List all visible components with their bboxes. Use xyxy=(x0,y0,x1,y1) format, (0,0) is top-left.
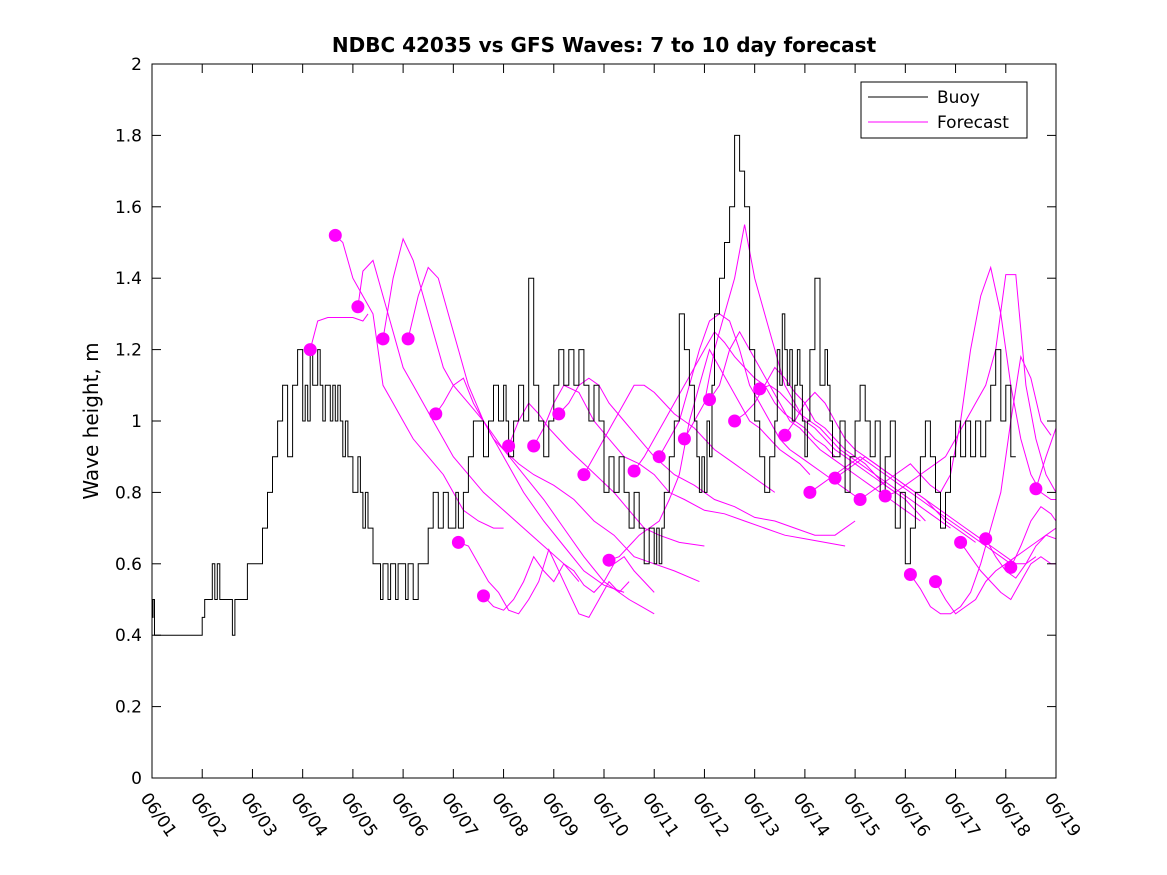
forecast-marker-14 xyxy=(627,464,641,478)
forecast-marker-9 xyxy=(502,439,516,453)
forecast-marker-27 xyxy=(954,535,968,549)
plot-area xyxy=(152,134,1057,636)
forecast-marker-29 xyxy=(1004,560,1018,574)
forecast-marker-4 xyxy=(376,332,390,346)
forecast-run-line-22 xyxy=(834,456,1037,565)
forecast-marker-23 xyxy=(853,493,867,506)
forecast-marker-30 xyxy=(1029,482,1043,496)
forecast-run-line-4 xyxy=(382,237,625,593)
forecast-marker-26 xyxy=(929,575,942,589)
y-tick-label-8: 1.6 xyxy=(115,198,142,218)
chart-title: NDBC 42035 vs GFS Waves: 7 to 10 day for… xyxy=(332,33,877,57)
forecast-marker-7 xyxy=(451,535,465,549)
y-axis-label: Wave height, m xyxy=(79,342,103,499)
legend-forecast-label: Forecast xyxy=(937,113,1009,133)
forecast-marker-22 xyxy=(828,471,842,485)
forecast-marker-24 xyxy=(878,489,892,503)
forecast-marker-25 xyxy=(903,568,917,581)
forecast-marker-15 xyxy=(652,450,666,464)
y-tick-label-0: 0 xyxy=(131,769,142,789)
forecast-marker-5 xyxy=(401,332,415,346)
forecast-run-line-7 xyxy=(458,541,630,619)
forecast-run-line-14 xyxy=(633,330,836,472)
forecast-marker-17 xyxy=(703,393,716,407)
forecast-run-line-24 xyxy=(885,274,1057,497)
y-tick-label-10: 2 xyxy=(131,55,142,75)
forecast-run-line-6 xyxy=(435,377,700,583)
forecast-marker-2 xyxy=(328,228,342,242)
forecast-run-line-26 xyxy=(935,527,1057,615)
forecast-marker-21 xyxy=(803,485,817,499)
y-tick-label-2: 0.4 xyxy=(115,626,142,646)
forecast-run-line-1 xyxy=(309,313,369,350)
y-tick-label-9: 1.8 xyxy=(115,126,142,146)
forecast-marker-18 xyxy=(728,414,742,428)
forecast-run-line-8 xyxy=(483,555,655,611)
forecast-run-line-27 xyxy=(960,542,1056,601)
forecast-marker-13 xyxy=(602,553,616,567)
forecast-run-line-18 xyxy=(734,366,926,522)
y-tick-label-7: 1.4 xyxy=(115,269,142,289)
forecast-run-line-3 xyxy=(357,259,580,582)
forecast-run-line-13 xyxy=(608,348,811,561)
y-tick-label-3: 0.6 xyxy=(115,555,142,575)
forecast-run-line-28 xyxy=(985,534,1057,579)
forecast-run-line-29 xyxy=(1010,506,1057,568)
forecast-run-line-10 xyxy=(533,384,846,547)
forecast-marker-8 xyxy=(477,589,490,603)
forecast-marker-28 xyxy=(979,532,993,546)
y-tick-label-4: 0.8 xyxy=(115,483,142,503)
forecast-marker-16 xyxy=(677,432,691,446)
forecast-marker-20 xyxy=(778,428,792,442)
legend-box xyxy=(860,81,1028,139)
forecast-marker-6 xyxy=(429,407,443,421)
forecast-marker-11 xyxy=(552,407,566,421)
legend: Buoy Forecast xyxy=(860,81,1028,139)
forecast-run-line-30 xyxy=(1035,427,1057,489)
forecast-run-line-15 xyxy=(658,313,861,500)
legend-buoy-label: Buoy xyxy=(937,88,980,108)
forecast-run-line-2 xyxy=(334,235,504,529)
y-tick-label-5: 1 xyxy=(131,412,142,432)
y-tick-label-6: 1.2 xyxy=(115,341,142,361)
forecast-run-line-21 xyxy=(809,456,1012,565)
forecast-marker-19 xyxy=(753,382,767,396)
buoy-series-line xyxy=(152,134,1016,636)
forecast-marker-1 xyxy=(303,343,317,357)
forecast-run-line-5 xyxy=(407,266,655,615)
y-tick-label-1: 0.2 xyxy=(115,698,142,718)
forecast-run-line-25 xyxy=(909,355,1052,615)
forecast-run-line-16 xyxy=(683,224,896,493)
forecast-marker-10 xyxy=(527,439,541,453)
forecast-marker-12 xyxy=(577,468,591,482)
forecast-run-line-11 xyxy=(558,377,856,536)
forecast-marker-3 xyxy=(351,300,365,314)
